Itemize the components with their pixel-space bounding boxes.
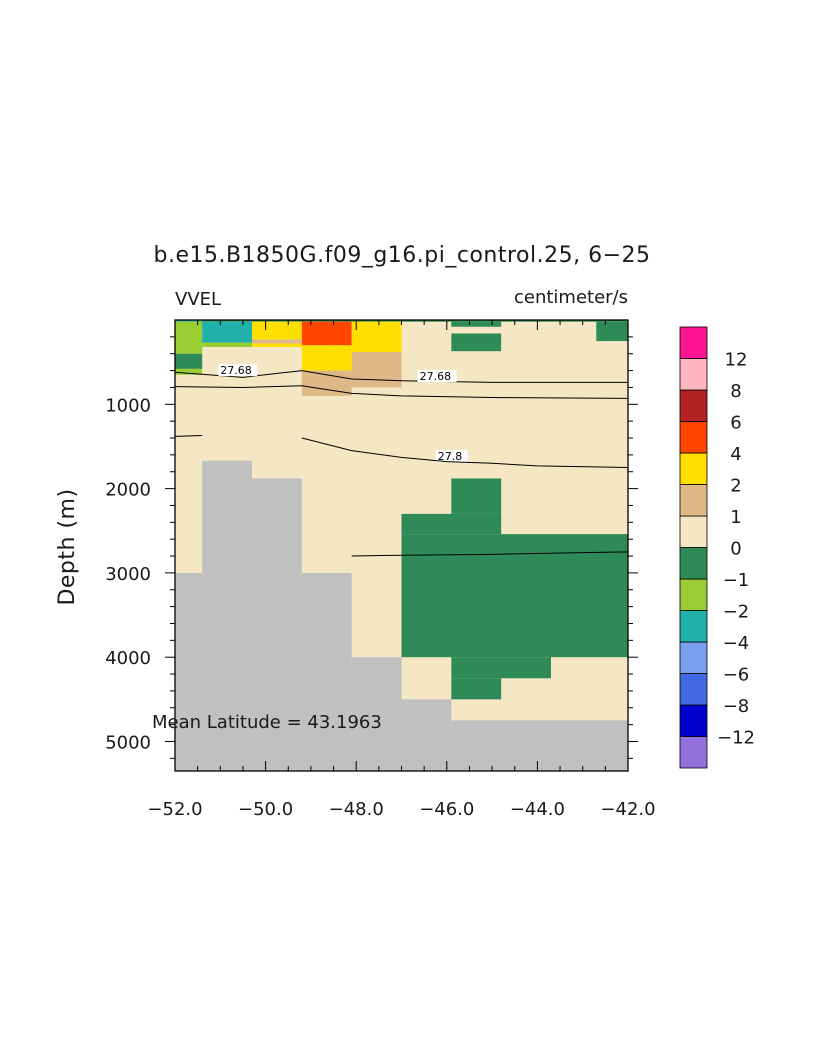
contour-label: 27.68	[420, 370, 452, 383]
colorbar-label: 1	[730, 507, 741, 528]
y-tick-label: 3000	[105, 564, 151, 585]
y-axis-label: Depth (m)	[55, 488, 80, 605]
colorbar-label: −8	[723, 696, 750, 717]
velocity-cell	[175, 320, 203, 322]
colorbar-swatch	[679, 484, 708, 517]
x-tick-label: −42.0	[600, 799, 655, 820]
land-mask-cell	[401, 699, 452, 771]
velocity-cell	[451, 478, 502, 514]
density-contour-line	[174, 385, 629, 399]
velocity-cell	[175, 368, 203, 375]
density-contour-line	[174, 434, 203, 437]
land-mask-cell	[202, 460, 253, 771]
land-mask-cell	[252, 478, 302, 771]
colorbar-label: 2	[730, 476, 741, 497]
density-contour-line	[301, 437, 629, 469]
velocity-cell	[202, 342, 253, 347]
velocity-cell	[451, 333, 502, 352]
colorbar-label: 12	[725, 350, 748, 371]
plot-area	[175, 320, 628, 771]
colorbar-swatch	[679, 673, 708, 706]
contour-label-background	[218, 364, 258, 377]
velocity-cell	[596, 321, 628, 342]
chart-title: b.e15.B1850G.f09_g16.pi_control.25, 6−25	[153, 243, 650, 268]
land-mask-cell	[351, 657, 402, 771]
velocity-cell	[175, 321, 203, 354]
y-tick-label: 5000	[105, 732, 151, 753]
colorbar-swatch	[679, 641, 708, 674]
colorbar-label: 8	[730, 381, 741, 402]
contour-label-background	[417, 370, 457, 383]
velocity-cell	[451, 657, 551, 679]
contour-label-background	[435, 450, 468, 463]
colorbar-swatch	[679, 610, 708, 643]
contour-label: 27.8	[438, 450, 463, 463]
colorbar-swatch	[679, 389, 708, 422]
velocity-cell	[451, 678, 502, 700]
colorbar-swatch	[679, 452, 708, 485]
colorbar-label: −4	[723, 633, 750, 654]
colorbar-label: 4	[730, 444, 741, 465]
x-tick-label: −50.0	[238, 799, 293, 820]
velocity-cell	[175, 353, 203, 369]
axis-layer: −52.0 −50.0 −48.0 −46.0 −44.0 −42.0 1000 2000 30…	[105, 319, 656, 820]
land-mask-cell	[451, 720, 628, 771]
velocity-cell	[202, 321, 253, 343]
colorbar-label: 6	[730, 413, 741, 434]
velocity-cell	[401, 513, 502, 535]
colorbar-label: 0	[730, 539, 741, 560]
velocity-cell	[252, 339, 302, 344]
colorbar-label: −6	[723, 665, 750, 686]
contour-layer: 27.68 27.68 27.8	[174, 364, 629, 557]
colorbar-swatch	[679, 515, 708, 548]
density-contour-line	[174, 370, 628, 383]
variable-label: VVEL	[175, 289, 221, 310]
x-tick-label: −52.0	[147, 799, 202, 820]
velocity-cell	[301, 345, 352, 371]
colorbar-swatch	[679, 421, 708, 454]
land-mask-cell	[301, 572, 352, 771]
colorbar-label: −2	[723, 602, 750, 623]
units-label: centimeter/s	[514, 287, 628, 308]
x-tick-label: −44.0	[510, 799, 565, 820]
velocity-cell	[252, 343, 302, 347]
mean-latitude-annotation: Mean Latitude = 43.1963	[152, 712, 382, 733]
land-mask-cell	[175, 572, 203, 771]
colorbar-swatch	[679, 578, 708, 611]
density-contour-line	[351, 551, 629, 557]
colorbar-swatch	[679, 704, 708, 737]
colorbar-swatch	[679, 358, 708, 391]
colorbar-swatch	[679, 547, 708, 580]
y-tick-label: 4000	[105, 648, 151, 669]
velocity-cell	[351, 352, 402, 371]
velocity-cell	[451, 321, 502, 327]
y-tick-label: 1000	[105, 395, 151, 416]
velocity-cell	[202, 320, 628, 322]
velocity-cell	[301, 321, 352, 346]
x-tick-label: −46.0	[419, 799, 474, 820]
velocity-cell	[351, 370, 402, 388]
x-tick-label: −48.0	[329, 799, 384, 820]
contour-label: 27.68	[220, 364, 252, 377]
colorbar-label: −12	[717, 728, 755, 749]
colorbar-label: −1	[723, 570, 750, 591]
velocity-cell	[252, 321, 302, 340]
colorbar-swatch	[679, 326, 708, 359]
velocity-cell	[351, 321, 402, 353]
y-tick-label: 2000	[105, 480, 151, 501]
colorbar-swatch	[679, 736, 708, 769]
